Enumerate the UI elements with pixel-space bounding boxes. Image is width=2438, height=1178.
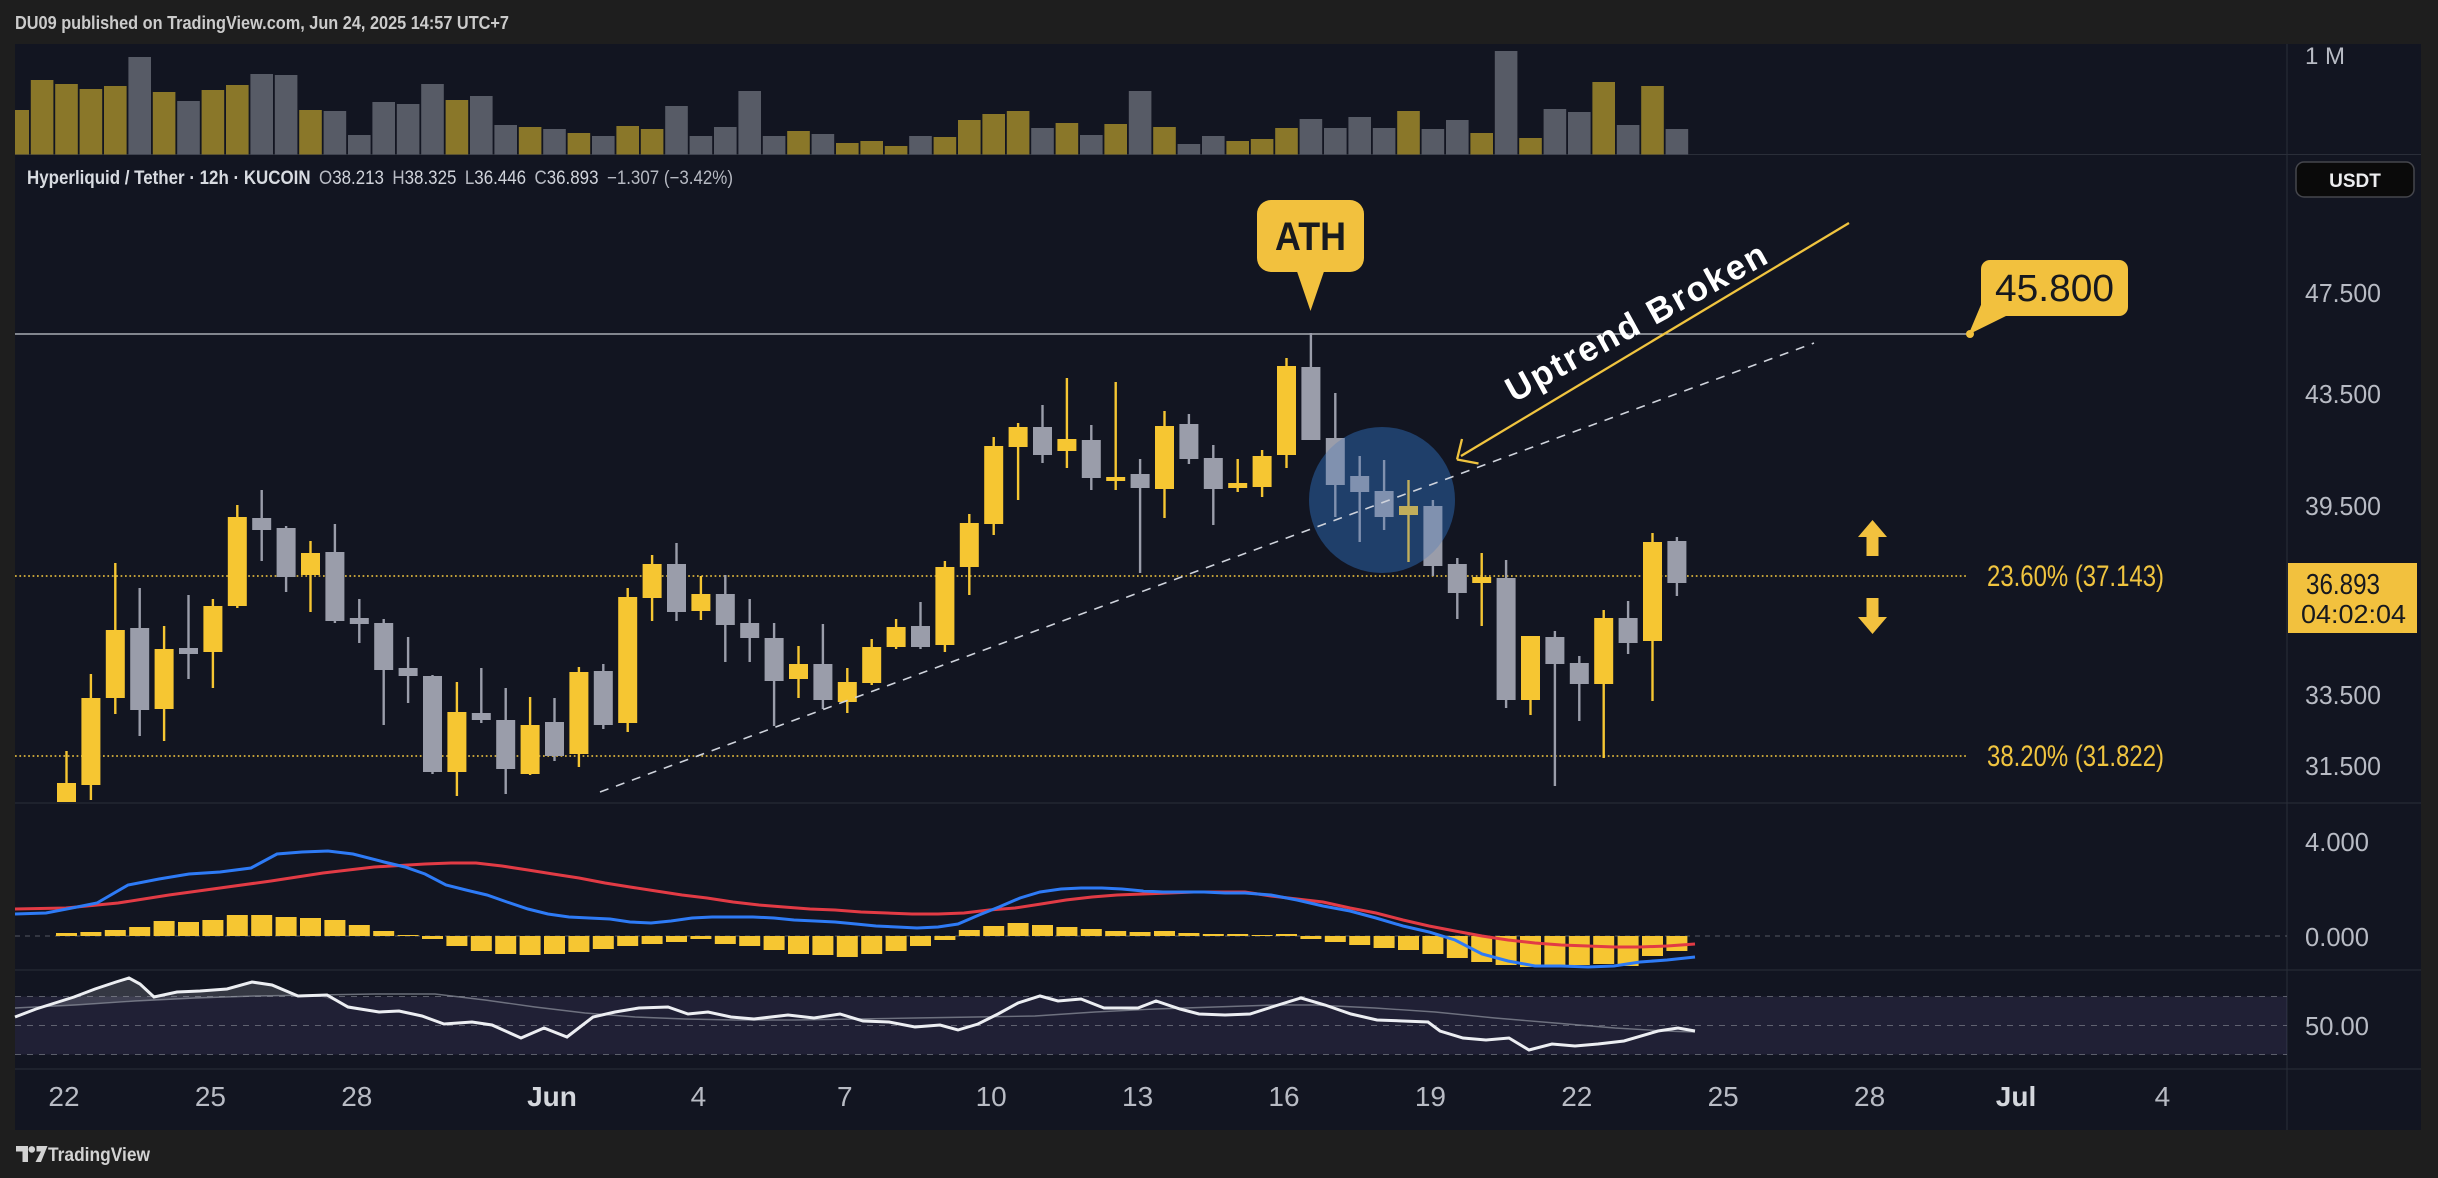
svg-text:13: 13 <box>1122 1081 1153 1112</box>
svg-text:0.000: 0.000 <box>2305 922 2369 952</box>
svg-text:39.500: 39.500 <box>2305 491 2381 521</box>
svg-text:Jun: Jun <box>527 1081 577 1112</box>
svg-text:25: 25 <box>1708 1081 1739 1112</box>
svg-text:31.500: 31.500 <box>2305 751 2381 781</box>
svg-text:43.500: 43.500 <box>2305 379 2381 409</box>
svg-text:DU09 published on TradingView.: DU09 published on TradingView.com, Jun 2… <box>15 13 509 33</box>
svg-text:4: 4 <box>2155 1081 2171 1112</box>
svg-text:19: 19 <box>1415 1081 1446 1112</box>
svg-text:23.60% (37.143): 23.60% (37.143) <box>1987 560 2164 593</box>
svg-text:7: 7 <box>837 1081 853 1112</box>
svg-text:4.000: 4.000 <box>2305 827 2369 857</box>
svg-text:10: 10 <box>976 1081 1007 1112</box>
svg-text:22: 22 <box>1561 1081 1592 1112</box>
svg-text:47.500: 47.500 <box>2305 278 2381 308</box>
svg-text:4: 4 <box>691 1081 707 1112</box>
svg-text:33.500: 33.500 <box>2305 680 2381 710</box>
svg-text:16: 16 <box>1268 1081 1299 1112</box>
svg-text:TradingView: TradingView <box>48 1145 150 1166</box>
svg-text:1 M: 1 M <box>2305 43 2345 70</box>
svg-text:28: 28 <box>1854 1081 1885 1112</box>
svg-text:Hyperliquid / Tether · 12h · K: Hyperliquid / Tether · 12h · KUCOIN O38.… <box>27 168 733 189</box>
svg-text:22: 22 <box>48 1081 79 1112</box>
svg-text:Jul: Jul <box>1996 1081 2036 1112</box>
svg-text:50.00: 50.00 <box>2305 1011 2369 1041</box>
svg-text:38.20% (31.822): 38.20% (31.822) <box>1987 740 2164 773</box>
svg-text:USDT: USDT <box>2329 171 2381 192</box>
svg-text:28: 28 <box>341 1081 372 1112</box>
svg-text:ATH: ATH <box>1275 215 1346 259</box>
svg-text:45.800: 45.800 <box>1995 268 2114 310</box>
svg-text:04:02:04: 04:02:04 <box>2301 599 2406 629</box>
svg-text:36.893: 36.893 <box>2306 569 2380 601</box>
svg-text:25: 25 <box>195 1081 226 1112</box>
